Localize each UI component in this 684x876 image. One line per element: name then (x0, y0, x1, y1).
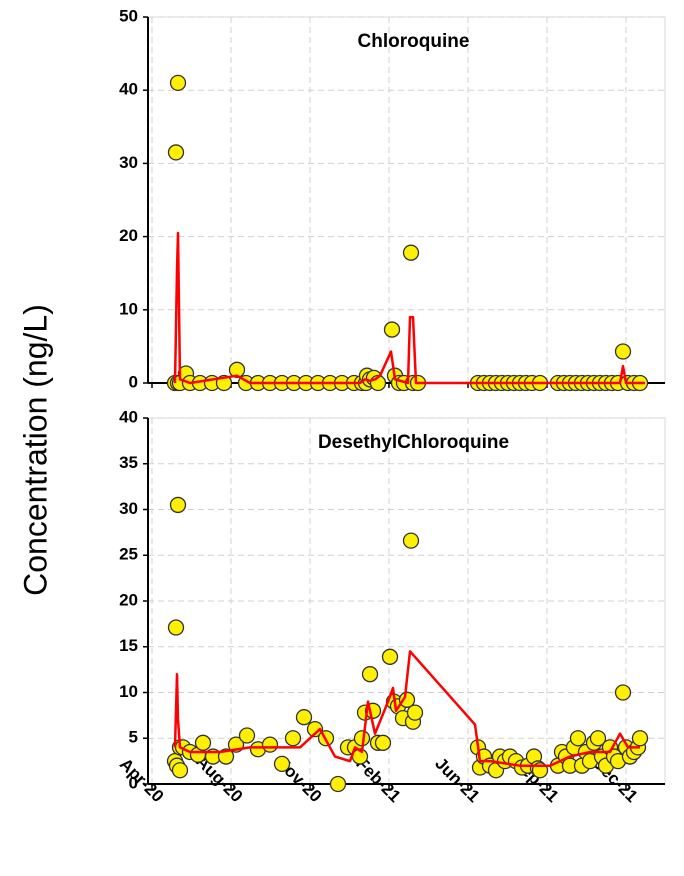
plot-frame (147, 16, 666, 384)
y-tick-label: 15 (119, 636, 138, 655)
point (261, 736, 279, 753)
point (589, 730, 607, 747)
point (614, 343, 632, 360)
point (406, 704, 424, 721)
point (306, 720, 324, 738)
point (169, 74, 187, 92)
point (398, 691, 416, 708)
y-tick-label: 40 (119, 407, 138, 426)
point (284, 730, 302, 747)
y-tick-label: 20 (119, 226, 138, 245)
line (173, 650, 640, 767)
y-tick-label: 25 (119, 545, 138, 564)
point (167, 144, 185, 161)
y-tick-label: 30 (119, 499, 138, 518)
y-tick-label: 10 (119, 682, 138, 701)
line (173, 231, 645, 385)
point (361, 666, 379, 683)
point (402, 244, 420, 261)
chart-title: Chloroquine (358, 31, 470, 52)
point (569, 730, 587, 747)
point (374, 734, 392, 751)
point (167, 619, 185, 636)
chart-title: DesethylChloroquine (318, 432, 509, 453)
y-tick-label: 20 (119, 590, 138, 609)
plot-frame (147, 417, 666, 785)
point (295, 709, 313, 726)
y-tick-label: 40 (119, 80, 138, 99)
y-tick-label: 0 (129, 773, 138, 792)
y-tick-label: 5 (129, 728, 138, 747)
y-tick-label: 30 (119, 153, 138, 172)
point (194, 734, 212, 751)
point (171, 762, 189, 779)
y-tick-label: 50 (119, 6, 138, 25)
y-tick-label: 0 (129, 372, 138, 391)
point (614, 684, 632, 701)
point (273, 755, 291, 773)
point (381, 648, 399, 665)
point (383, 321, 401, 338)
point (402, 532, 420, 549)
point (169, 496, 187, 514)
y-tick-label: 10 (119, 299, 138, 318)
x-tick-label: Apr-20 (116, 754, 168, 806)
point (228, 361, 246, 378)
y-tick-label: 35 (119, 453, 138, 472)
y-axis-label: Concentration (ng/L) (17, 304, 53, 596)
point (329, 775, 347, 793)
point (631, 730, 649, 747)
point (238, 727, 256, 744)
